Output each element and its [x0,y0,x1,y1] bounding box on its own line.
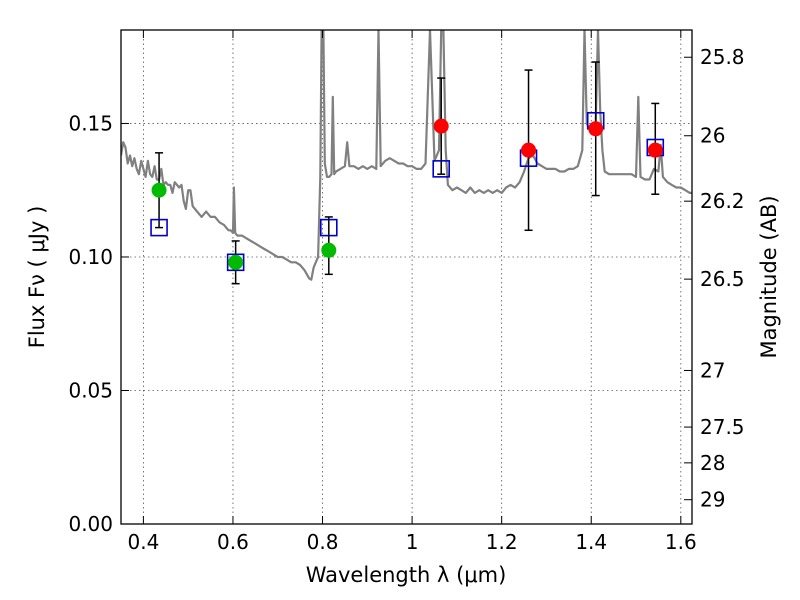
mag-tick-label: 27.5 [700,415,745,439]
x-tick-label: 1 [406,530,419,554]
x-axis-label: Wavelength λ (μm) [306,563,507,587]
y-tick-label: 0.10 [68,245,113,269]
mag-tick-label: 28 [700,451,725,475]
x-tick-label: 1.4 [575,530,607,554]
mag-tick-label: 25.8 [700,45,745,69]
y-tick-label: 0.05 [68,378,113,402]
observed-point [647,142,663,158]
observed-point [228,254,244,270]
x-tick-label: 1.6 [665,530,697,554]
observed-point [521,142,537,158]
observed-point [321,242,337,258]
y2-axis-label: Magnitude (AB) [757,195,781,358]
model-photometry [150,111,665,272]
mag-tick-label: 26.5 [700,267,745,291]
y-axis-label: Flux Fν ( μJy ) [25,206,49,349]
x-tick-label: 0.6 [217,530,249,554]
model-point [150,218,168,237]
x-tick-label: 0.8 [307,530,339,554]
observed-point [588,121,604,137]
mag-tick-label: 29 [700,488,725,512]
observed-point [151,182,167,198]
x-tick-label: 0.4 [127,530,159,554]
plot-area [121,30,692,524]
model-point [319,218,338,237]
x-tick-label: 1.2 [486,530,518,554]
mag-tick-label: 26 [700,124,725,148]
model-point [226,253,245,272]
observed-photometry [151,118,663,270]
mag-tick-label: 27 [700,358,725,382]
model-point [432,160,451,178]
observed-point [433,118,449,134]
mag-tick-label: 26.2 [700,189,745,213]
y-tick-label: 0.00 [68,512,113,536]
y-tick-label: 0.15 [68,111,113,135]
axis-ticks: 0.4 0.6 0.8 1 1.2 1.4 1.6 0.00 0.05 0.10 0.15 25.8 2… [68,30,745,554]
plot-frame [120,29,693,525]
